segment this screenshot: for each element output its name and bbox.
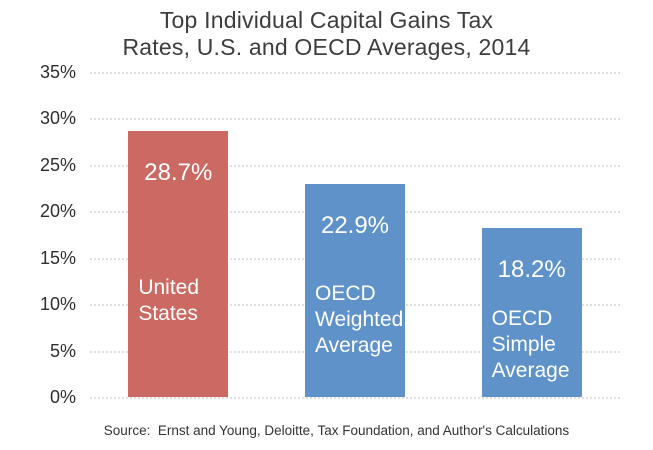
bar-value-label: 18.2% <box>497 256 566 283</box>
source-note: Source: Ernst and Young, Deloitte, Tax F… <box>103 423 570 438</box>
y-tick-label: 20% <box>39 201 76 222</box>
y-tick-label: 10% <box>39 294 76 315</box>
y-tick-label: 5% <box>49 340 76 361</box>
y-tick-label: 30% <box>39 108 76 129</box>
bar-oecd-weighted-average: 22.9% OECD Weighted Average <box>305 184 405 397</box>
bar-category-label: OECD Weighted Average <box>315 282 404 358</box>
chart-title-line-2: Rates, U.S. and OECD Averages, 2014 <box>122 34 531 60</box>
gridline <box>90 165 620 167</box>
y-tick-label: 35% <box>39 62 76 82</box>
gridline <box>90 397 620 399</box>
bar-value-label: 28.7% <box>144 158 213 186</box>
chart-title: Top Individual Capital Gains Tax Rates, … <box>0 7 653 61</box>
y-tick-label: 0% <box>49 387 76 407</box>
bar-category-label: OECD Simple Average <box>491 306 570 382</box>
bar-oecd-simple-average: 18.2% OECD Simple Average <box>481 228 582 397</box>
plot-area: 28.7% United States 22.9% OECD Weighted Averag… <box>90 72 620 399</box>
chart-title-line-1: Top Individual Capital Gains Tax <box>159 7 494 33</box>
bar-united-states: 28.7% United States <box>128 130 229 397</box>
gridline <box>90 118 620 120</box>
bar-category-label: United States <box>138 276 200 326</box>
gridline <box>90 72 620 74</box>
bar-value-label: 22.9% <box>320 212 390 240</box>
y-tick-label: 15% <box>39 247 76 268</box>
y-tick-label: 25% <box>39 154 76 175</box>
